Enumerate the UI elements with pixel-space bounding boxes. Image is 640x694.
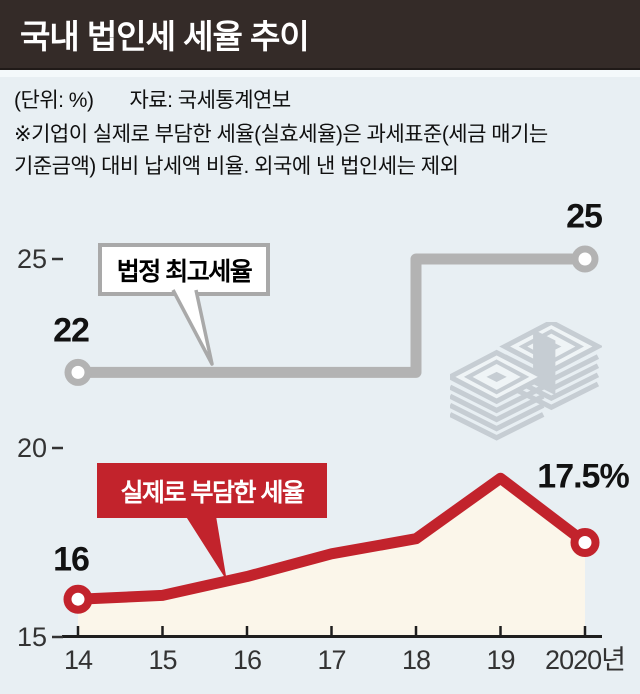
statutory-endpoint-marker [571, 245, 599, 273]
unit-label: (단위: %) [14, 89, 94, 112]
footnote-line-2: 기준금액) 대비 납세액 비율. 외국에 낸 법인세는 제외 [14, 155, 459, 178]
footnote: ※기업이 실제로 부담한 세율(실효세율)은 과세표준(세금 매기는 기준금액)… [14, 119, 548, 183]
effective-end-value: 17.5% [537, 457, 629, 496]
header-separator [0, 70, 640, 77]
x-tick-label: 2020년 [545, 645, 625, 675]
meta-line: (단위: %) 자료: 국세통계연보 [14, 84, 291, 114]
x-tick-label: 14 [64, 645, 93, 675]
statutory-callout-tail [171, 289, 214, 366]
banknote-stack-front [450, 349, 549, 441]
x-tick-label: 18 [402, 645, 430, 675]
footnote-line-1: ※기업이 실제로 부담한 세율(실효세율)은 과세표준(세금 매기는 [14, 123, 548, 146]
effective-rate-callout-label: 실제로 부담한 세율 [120, 478, 305, 507]
y-tick-label: 15 [17, 622, 47, 652]
effective-start-value: 16 [53, 540, 90, 579]
x-tick-label: 17 [317, 645, 345, 675]
statutory-start-value: 22 [53, 311, 90, 350]
statutory-end-value: 25 [566, 197, 603, 236]
statutory-rate-callout-label: 법정 최고세율 [116, 257, 253, 286]
title-bar: 국내 법인세 세율 추이 [0, 0, 640, 70]
effective-rate-callout: 실제로 부담한 세율 [97, 463, 327, 518]
effective-endpoint-marker [63, 584, 93, 614]
money-stack-icon [450, 322, 602, 441]
banknote-band [533, 329, 556, 396]
source-label: 자료: 국세통계연보 [129, 89, 291, 112]
page-title: 국내 법인세 세율 추이 [20, 18, 310, 55]
x-tick-label: 15 [148, 645, 176, 675]
x-tick-label: 16 [233, 645, 261, 675]
effective-endpoint-marker [570, 528, 600, 557]
statutory-endpoint-marker [64, 358, 92, 386]
x-tick-label: 19 [486, 645, 514, 675]
y-tick-label: 25 [17, 244, 47, 274]
y-tick-label: 20 [17, 433, 47, 463]
statutory-rate-callout: 법정 최고세율 [98, 243, 270, 296]
effective-callout-tail [182, 509, 226, 577]
